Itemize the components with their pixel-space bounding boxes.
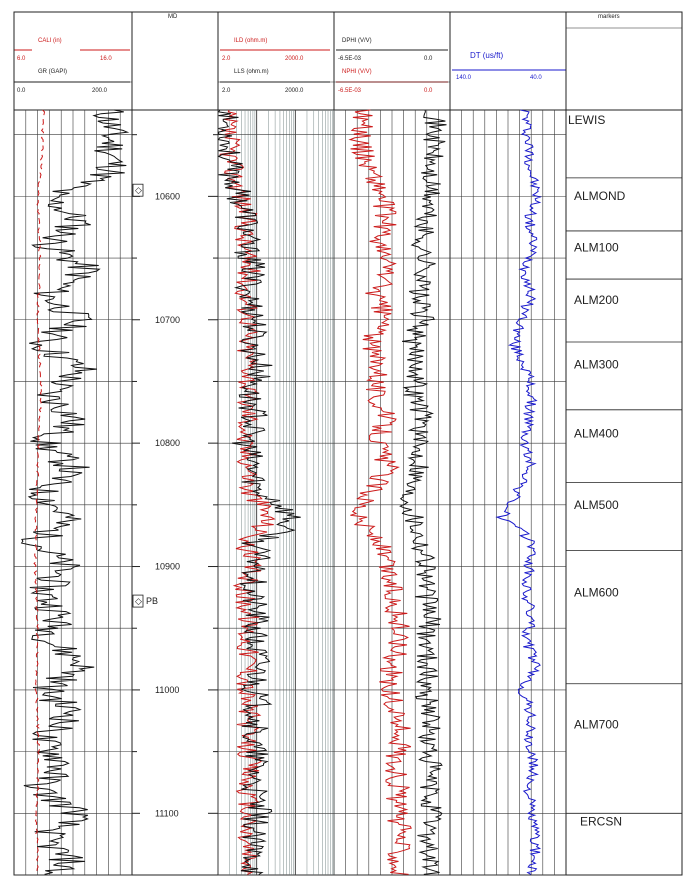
lls-max: 2000.0 <box>285 88 304 94</box>
depth-tick-label: 10600 <box>155 191 180 201</box>
depth-flag-box <box>132 594 144 608</box>
lls-min: 2.0 <box>222 88 231 94</box>
depth-tick-label: 11000 <box>155 685 179 695</box>
depth-header-label: MD <box>168 14 178 20</box>
marker-label: ALM100 <box>574 240 619 254</box>
ild-name: ILD (ohm.m) <box>234 38 267 44</box>
dt-name: DT (us/ft) <box>470 51 504 60</box>
marker-label: LEWIS <box>568 113 605 127</box>
marker-label: ALM300 <box>574 357 619 371</box>
marker-label: ALM400 <box>574 427 619 441</box>
cali-name: CALI (in) <box>38 38 62 44</box>
depth-tick-label: 10800 <box>155 438 180 448</box>
curve-dphi <box>399 109 447 875</box>
depth-tick-label: 10700 <box>155 315 180 325</box>
marker-label: ALMOND <box>574 189 626 203</box>
dt-min: 140.0 <box>456 75 472 81</box>
depth-tick-label: 10900 <box>155 562 180 572</box>
curve-nphi <box>348 109 412 875</box>
lls-name: LLS (ohm.m) <box>234 69 269 75</box>
marker-label: ALM600 <box>574 585 619 599</box>
marker-label: ALM500 <box>574 498 619 512</box>
nphi-max: 0.0 <box>424 88 433 94</box>
markers-header-label: markers <box>598 14 620 20</box>
dphi-max: 0.0 <box>424 56 433 62</box>
curve-dt <box>495 109 542 875</box>
gr-min: 0.0 <box>17 88 26 94</box>
depth-flag-box <box>132 183 144 197</box>
dphi-name: DPHI (V/V) <box>342 38 372 44</box>
nphi-min: -6.5E-03 <box>338 88 362 94</box>
depth-flag-label: ◇ <box>135 185 142 195</box>
depth-tick-label: 11100 <box>155 808 179 818</box>
track-grids <box>14 110 566 876</box>
cali-max: 16.0 <box>100 56 112 62</box>
curve-cali <box>33 109 46 875</box>
gr-max: 200.0 <box>92 88 108 94</box>
marker-label: ERCSN <box>580 814 622 828</box>
curve-lls <box>217 109 301 875</box>
depth-axis: 10600 10700 10800 10900 11000 11100 ◇ ◇ PB <box>132 134 218 876</box>
ild-min: 2.0 <box>222 56 231 62</box>
resistivity-track-header: ILD (ohm.m) 2.0 2000.0 LLS (ohm.m) 2.0 2… <box>220 38 330 94</box>
sonic-track-header: DT (us/ft) 140.0 40.0 <box>452 51 566 81</box>
gr-name: GR (GAPI) <box>38 69 67 75</box>
ild-max: 2000.0 <box>285 56 304 62</box>
curve-ild <box>219 109 276 875</box>
formation-markers: LEWIS ALMOND ALM100 ALM200 ALM300 ALM400 ALM50… <box>566 113 682 828</box>
curve-gr <box>20 109 130 875</box>
dt-max: 40.0 <box>530 75 542 81</box>
marker-label: ALM200 <box>574 293 619 307</box>
marker-label: ALM700 <box>574 718 619 732</box>
track-frame-mark <box>565 11 683 876</box>
depth-flag-pb: PB <box>146 596 158 606</box>
dphi-min: -6.5E-03 <box>338 56 362 62</box>
log-curves <box>20 109 542 875</box>
cali-min: 6.0 <box>17 56 26 62</box>
nphi-name: NPHI (V/V) <box>342 69 372 75</box>
depth-flag-label: ◇ <box>135 596 142 606</box>
